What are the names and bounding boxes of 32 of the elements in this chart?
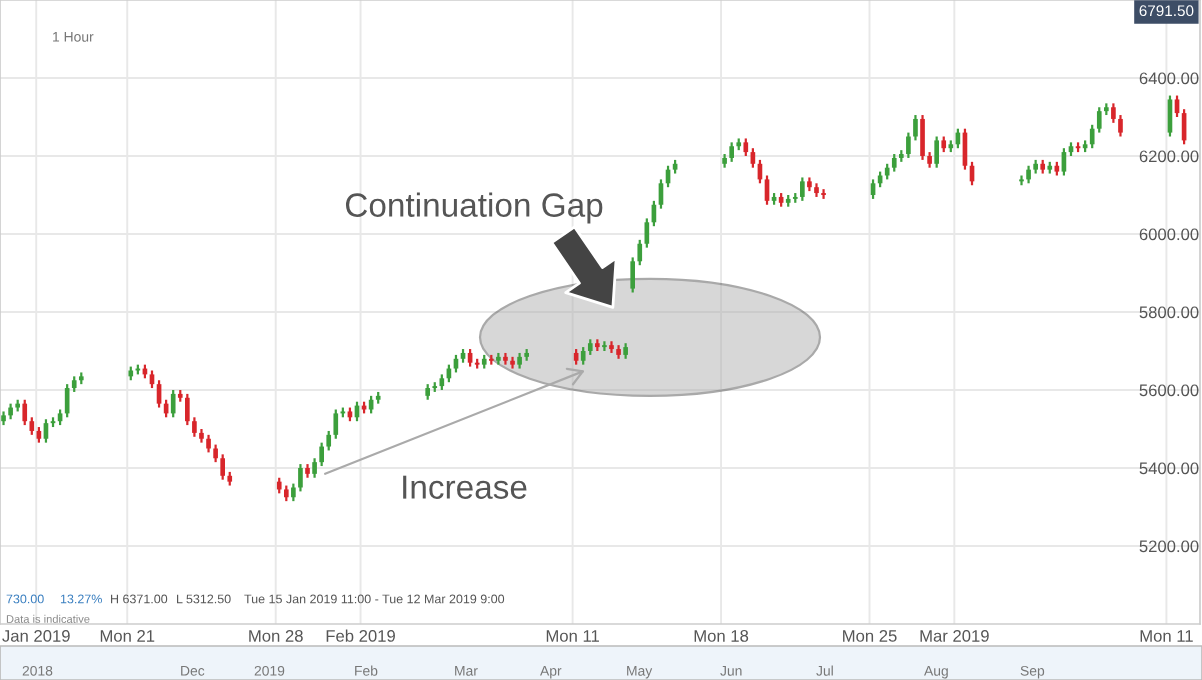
candlestick (220, 453, 226, 481)
annotation: Increase (403, 475, 527, 499)
x-tick-label: Mar 2019 (920, 630, 989, 642)
y-tick-label: 6200.00 (1139, 150, 1199, 163)
candlestick (609, 340, 614, 355)
candlestick (821, 188, 826, 201)
x-tick-label: Mon 11 (546, 630, 599, 642)
candlestick (920, 113, 925, 162)
annotation: Continuation Gap (345, 192, 603, 224)
x-tick-label: Mon 18 (694, 630, 749, 642)
candlestick (934, 135, 939, 169)
x-tick-label: Mon 28 (249, 630, 303, 642)
candlestick (503, 351, 508, 366)
y-tick-label: 5600.00 (1139, 384, 1199, 397)
y-tick-label: 5200.00 (1139, 540, 1199, 553)
candlestick (22, 398, 28, 427)
x-tick-label: Jan 2019 (2, 630, 70, 642)
x-tick-label: Mon 11 (1140, 630, 1193, 642)
candlestick (1019, 174, 1024, 187)
x-tick-label: Feb 2019 (326, 629, 395, 642)
x-tick-label: Mon 25 (843, 630, 897, 642)
candlestick (602, 340, 607, 353)
y-tick-label: 5800.00 (1139, 306, 1199, 319)
candlestick (298, 462, 303, 493)
y-tick-label: 6400.00 (1139, 72, 1199, 85)
candlestick (510, 355, 515, 370)
y-tick-label: 6000.00 (1139, 228, 1199, 241)
candlestick (170, 388, 176, 419)
x-tick-label: Mon 21 (100, 630, 155, 642)
candlestick (800, 176, 805, 202)
candlestick (729, 141, 734, 163)
y-tick-label: 5400.00 (1139, 462, 1199, 475)
